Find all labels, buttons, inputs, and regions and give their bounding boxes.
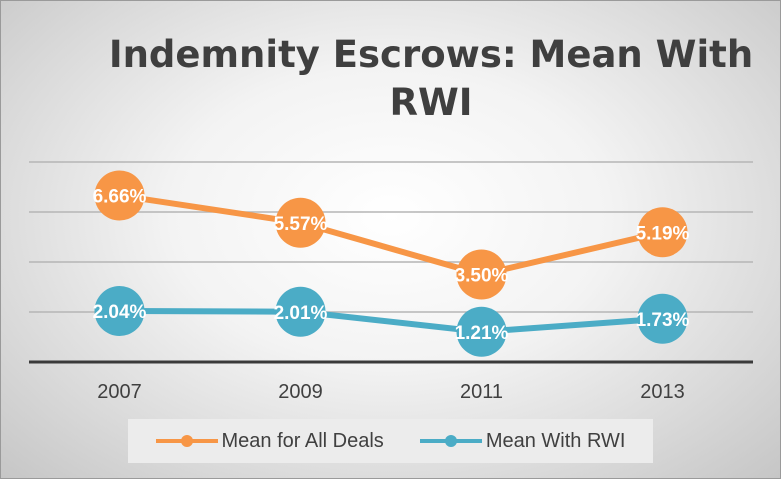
data-point	[275, 197, 326, 248]
data-point	[94, 170, 145, 221]
data-label: 3.50%	[455, 266, 509, 287]
data-label: 6.66%	[93, 187, 147, 208]
data-point	[637, 207, 688, 258]
chart-title: Indemnity Escrows: Mean With RWI	[108, 33, 754, 124]
data-label: 5.19%	[636, 223, 690, 244]
legend-marker-all-deals	[155, 435, 218, 447]
data-point	[456, 306, 507, 357]
data-point	[275, 286, 326, 337]
data-point	[456, 249, 507, 300]
series-line-0	[116, 192, 666, 278]
x-tick-label: 2009	[278, 381, 323, 403]
x-tick-label: 2011	[460, 381, 503, 403]
data-label: 2.01%	[274, 303, 328, 324]
data-label: 1.21%	[455, 323, 509, 344]
series-line-1	[116, 308, 666, 335]
x-tick-label: 2013	[640, 381, 685, 403]
legend-label-all-deals: Mean for All Deals	[221, 429, 384, 452]
data-point	[94, 286, 145, 336]
legend-marker-with-rwi	[419, 435, 482, 447]
data-label: 1.73%	[636, 310, 690, 331]
x-tick-label: 2007	[97, 381, 142, 403]
legend-label-with-rwi: Mean With RWI	[485, 429, 626, 452]
legend: Mean for All Deals Mean With RWI	[128, 419, 653, 463]
data-label: 5.57%	[274, 214, 328, 235]
data-point	[637, 293, 688, 344]
legend-entry-all-deals: Mean for All Deals	[155, 429, 384, 453]
data-label: 2.04%	[93, 302, 147, 323]
legend-entry-with-rwi: Mean With RWI	[419, 429, 626, 453]
